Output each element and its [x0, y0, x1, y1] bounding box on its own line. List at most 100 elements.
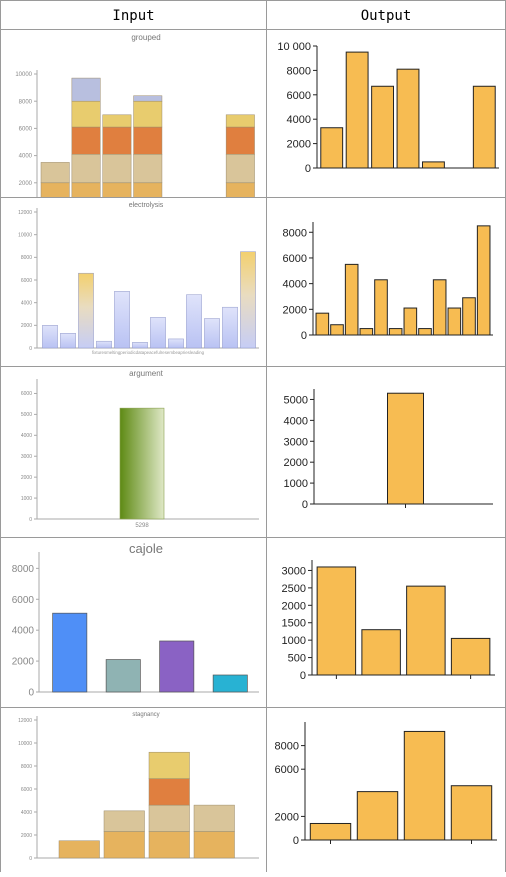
input-cell-3: argument 0 1000 2000 3000 4000 5000 6000 5298 [0, 366, 267, 538]
y-tick-label: 2500 [282, 583, 306, 595]
bar [421, 161, 445, 169]
bar [361, 629, 401, 676]
bar [387, 392, 424, 505]
y-tick-label: 4000 [283, 279, 307, 291]
bar-segment [102, 126, 132, 155]
bar [186, 294, 202, 349]
bar-segment [133, 95, 163, 102]
y-tick-label: 8000 [275, 741, 299, 753]
output-chart-3: 0 1000 2000 3000 4000 5000 [284, 389, 493, 511]
bar [316, 566, 357, 676]
bar [447, 307, 462, 336]
bar-segment [40, 162, 70, 184]
bar [60, 333, 76, 349]
bar-segment [148, 751, 190, 779]
y-tick-label: 1000 [284, 478, 308, 490]
output-chart-5: 0 2000 6000 8000 [275, 722, 497, 847]
y-tick-label: 8000 [287, 65, 311, 77]
y-tick-label: 6000 [12, 595, 35, 606]
bar [371, 85, 395, 169]
bar-segment [225, 153, 255, 184]
bar-segment [71, 126, 101, 155]
y-tick-label: 6000 [283, 253, 307, 265]
y-tick-label: 2000 [283, 304, 307, 316]
y-tick-label: 4000 [12, 626, 35, 637]
y-tick-label: 3000 [282, 565, 306, 577]
y-tick-label: 2000 [19, 181, 33, 187]
y-tick-label: 10000 [18, 232, 32, 238]
bar [432, 279, 447, 336]
input-chart-grouped: grouped0200040006000800010000patriciante… [15, 33, 259, 220]
y-tick-label: 10000 [15, 72, 32, 78]
bar [374, 279, 388, 336]
y-tick-label: 10000 [18, 741, 32, 747]
bar [450, 785, 493, 841]
bar [78, 272, 94, 349]
input-chart-cajole: cajole 0 2000 4000 6000 8000 [12, 541, 259, 699]
bar [240, 251, 256, 349]
bar [403, 307, 418, 336]
y-tick-label: 0 [28, 688, 34, 699]
chart-title: stagnancy [132, 712, 159, 718]
bar [105, 659, 141, 693]
y-tick-label: 2000 [21, 833, 32, 839]
y-tick-label: 0 [300, 670, 306, 682]
y-tick-label: 0 [301, 330, 307, 342]
bar-segment [103, 810, 145, 832]
y-tick-label: 4000 [21, 300, 32, 306]
y-tick-label: 4000 [19, 154, 33, 160]
y-tick-label: 1000 [282, 635, 306, 647]
bar [388, 328, 403, 336]
y-tick-label: 6000 [21, 391, 32, 397]
bar-segment [58, 840, 100, 859]
y-tick-label: 0 [29, 346, 32, 352]
bar-segment [102, 114, 132, 128]
y-tick-label: 2000 [21, 475, 32, 481]
bar-segment [193, 831, 235, 859]
bar-segment [225, 114, 255, 128]
y-tick-label: 2000 [21, 323, 32, 329]
input-chart-stagnancy: stagnancy 0 2000 4000 6000 8000 10000 12000 [18, 712, 259, 862]
bar [320, 127, 344, 169]
y-tick-label: 3000 [284, 436, 308, 448]
x-tick-labels: fixturesmeltingperiodicdatapeacefulresem… [92, 350, 205, 355]
bar [315, 312, 330, 336]
y-tick-label: 8000 [19, 99, 33, 105]
bar [345, 51, 369, 169]
bar [396, 68, 420, 169]
input-chart-argument: argument 0 1000 2000 3000 4000 5000 6000 5298 [21, 369, 259, 529]
output-cell-5: 0 2000 6000 8000 [266, 707, 506, 872]
y-tick-label: 8000 [21, 255, 32, 261]
bar [96, 340, 112, 349]
y-tick-label: 8000 [12, 564, 35, 575]
bar-segment [133, 126, 163, 155]
chart-title: electrolysis [129, 202, 164, 209]
bar [52, 612, 88, 693]
y-tick-label: 500 [288, 653, 306, 665]
output-chart-1: 0 2000 4000 6000 8000 10 000 [277, 41, 499, 175]
y-tick-label: 1500 [282, 618, 306, 630]
y-tick-label: 0 [29, 517, 32, 523]
bar [114, 291, 130, 349]
input-chart-electrolysis: electrolysis 0 2000 4000 6000 8000 10000 12000 f… [18, 202, 259, 355]
y-tick-label: 10 000 [277, 41, 311, 53]
bar [159, 640, 195, 693]
bar-segment [148, 778, 190, 806]
bar-segment [148, 804, 190, 832]
bar-segment [71, 100, 101, 128]
bar-segment [225, 182, 255, 211]
bar-segment [102, 153, 132, 184]
y-tick-label: 0 [305, 163, 311, 175]
input-cell-1: grouped0200040006000800010000patriciante… [0, 29, 267, 220]
y-tick-label: 0 [293, 835, 299, 847]
y-tick-label: 2000 [282, 600, 306, 612]
chart-title: argument [129, 369, 164, 378]
bar [330, 324, 344, 336]
y-tick-label: 4000 [21, 810, 32, 816]
output-column-header: Output [266, 0, 506, 30]
bar [119, 407, 165, 520]
bar [403, 730, 446, 841]
y-tick-label: 0 [302, 499, 308, 511]
bar-segment [103, 831, 145, 859]
y-tick-label: 12000 [18, 210, 32, 216]
